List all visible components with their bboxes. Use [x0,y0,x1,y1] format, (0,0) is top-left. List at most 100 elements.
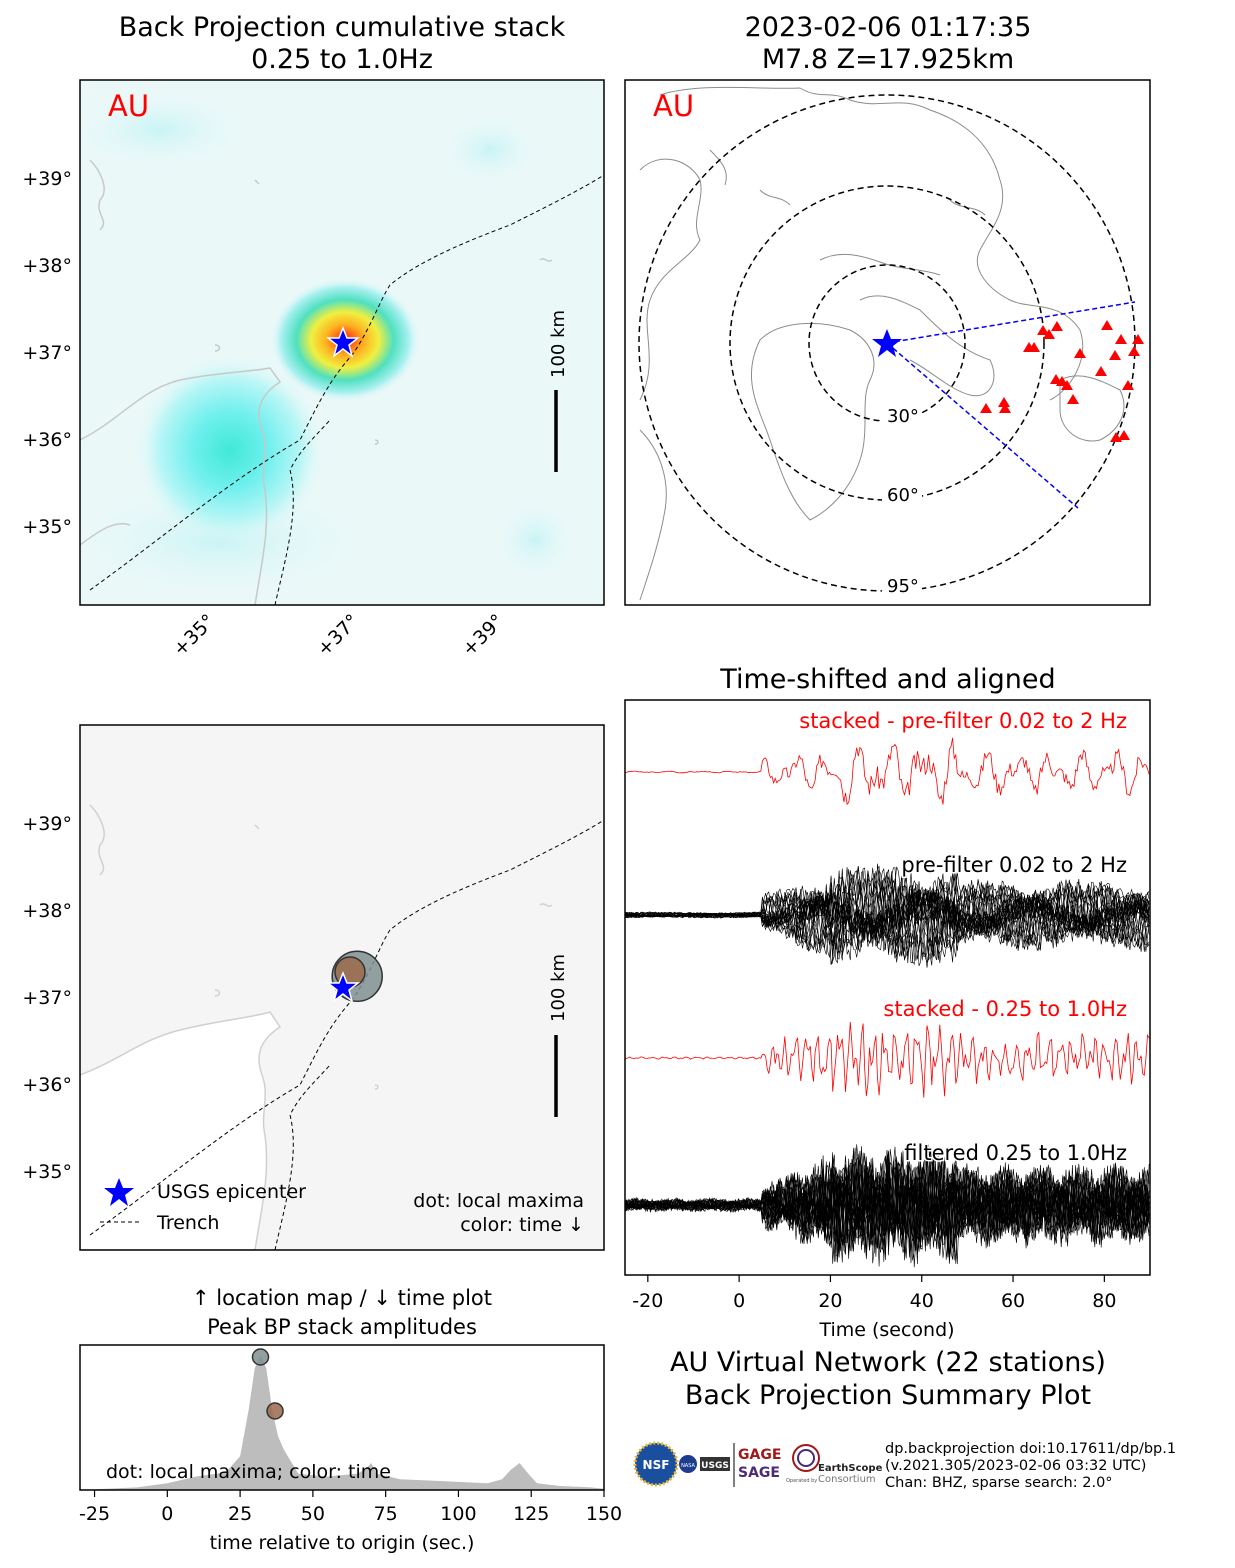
bp-y-tick: +39° [22,168,72,190]
ring-label-bg [882,482,922,504]
consortium-logo-text: Consortium [818,1474,876,1485]
prefilter-station-trace [625,869,1150,961]
time-plot-xlabel: time relative to origin (sec.) [210,1532,475,1554]
nsf-logo-icon [633,1441,679,1487]
footer-line2: (v.2021.305/2023-02-06 03:32 UTC) [885,1458,1146,1474]
stacked-prefilter-trace [625,737,1150,806]
stacked-band-trace [625,1021,1150,1098]
heatmap-faint-blob [440,115,540,185]
nasa-logo-text: NASA [681,1463,695,1469]
seismo-tick-label: 0 [733,1290,745,1312]
global-axes-frame [624,79,1151,606]
station-triangle-icon [1109,350,1121,360]
coastline [80,367,282,605]
bp-x-tick: +39° [458,610,509,661]
seismo-plot-area [625,700,1150,1275]
bp-title-line2: 0.25 to 1.0Hz [251,44,433,75]
ring-label-bg [882,573,922,595]
time-plot-title-line2: Peak BP stack amplitudes [207,1315,477,1339]
location-y-tick: +35° [22,1161,72,1183]
station-triangle-icon [1115,334,1127,344]
location-note-line1: dot: local maxima [413,1190,584,1212]
seismo-x-ticks: -20 0 20 40 60 80 [632,1275,1116,1312]
time-plot-tick-label: 75 [374,1503,398,1525]
gage-logo-text: GAGE [738,1447,781,1463]
bp-x-ticks: +35° +37° +39° [169,610,509,661]
prefilter-station-trace [625,867,1150,959]
station-triangle-icon [999,403,1011,413]
time-plot-tick-label: 50 [301,1503,325,1525]
station-triangle-icon [980,403,992,413]
summary-line1: AU Virtual Network (22 stations) [670,1347,1106,1378]
location-y-tick: +36° [22,1074,72,1096]
logo-strip: NSF NASA USGS GAGE SAGE Operated by Eart… [633,1441,883,1487]
nsf-logo-text: NSF [643,1458,670,1472]
filtered-station-trace [625,1152,1150,1264]
epicenter-star-icon [325,970,361,1003]
location-scalebar-label: 100 km [548,954,569,1022]
station-triangle-icon [1043,329,1055,339]
time-plot-tick-label: 100 [440,1503,476,1525]
legend-epicenter-label: USGS epicenter [157,1181,306,1203]
bp-network-label: AU [108,89,149,123]
bp-y-tick: +36° [22,429,72,451]
seismo-frame [624,699,1151,1276]
station-triangle-icon [1095,366,1107,376]
location-note-line2: color: time ↓ [460,1214,584,1236]
coastline-islands [89,159,553,445]
bp-scalebar-label: 100 km [548,310,569,378]
amplitude-maximum-dot [251,1348,270,1366]
azimuth-line [886,301,1136,344]
global-title-line2: M7.8 Z=17.925km [762,44,1014,75]
nasa-logo-icon [679,1455,697,1473]
bp-y-tick: +35° [22,516,72,538]
time-plot-note: dot: local maxima; color: time [106,1461,391,1483]
station-triangle-icon [998,397,1010,407]
earthscope-logo-text: EarthScope [818,1463,883,1474]
seismo-label-stacked-prefilter: stacked - pre-filter 0.02 to 2 Hz [799,709,1127,733]
time-plot-frame [79,1344,605,1491]
global-title-line1: 2023-02-06 01:17:35 [745,12,1032,43]
station-triangle-icon [1122,380,1134,390]
bp-y-tick: +37° [22,342,72,364]
amplitude-maxima [251,1348,284,1420]
time-plot-title-line1: ↑ location map / ↓ time plot [192,1286,492,1310]
azimuth-line [886,342,1079,509]
location-y-tick: +38° [22,900,72,922]
station-triangle-icon [1132,334,1144,344]
time-plot-tick-label: -25 [79,1503,110,1525]
footer-line3: Chan: BHZ, sparse search: 2.0° [885,1475,1113,1491]
seismo-label-filtered: filtered 0.25 to 1.0Hz [904,1141,1127,1165]
station-markers [980,320,1144,442]
bp-y-ticks: +39° +38° +37° +36° +35° [22,168,72,538]
seismo-traces [625,737,1150,1268]
bp-axes-frame [79,79,605,606]
trench-line [89,174,604,591]
time-plot-tick-label: 25 [228,1503,252,1525]
seismo-tick-label: -20 [632,1290,663,1312]
station-triangle-icon [1061,380,1073,390]
usgs-logo-icon [700,1457,730,1471]
footer-line1: dp.backprojection doi:10.17611/dp/bp.1 [885,1441,1176,1457]
station-triangle-icon [1118,430,1130,440]
seismo-label-stacked-band: stacked - 0.25 to 1.0Hz [883,997,1127,1021]
location-y-tick: +37° [22,987,72,1009]
amplitude-maximum-dot [266,1402,284,1420]
epicenter-star-icon [325,325,361,358]
ring-label-bg [882,403,922,425]
operated-by-text: Operated by [786,1478,817,1484]
ring-label-60: 60° [887,485,919,506]
bp-x-tick: +37° [313,610,364,661]
location-y-tick: +39° [22,813,72,835]
earthscope-logo-icon [792,1444,820,1472]
ring-label-95: 95° [887,576,919,597]
station-triangle-icon [1074,348,1086,358]
ring-label-30: 30° [887,406,919,427]
usgs-logo-text: USGS [701,1461,729,1471]
station-triangle-icon [1128,346,1140,356]
continent-outlines [639,86,1125,601]
bp-heatmap-area [80,80,604,605]
station-triangle-icon [1067,394,1079,404]
heatmap-faint-blob [80,90,250,170]
